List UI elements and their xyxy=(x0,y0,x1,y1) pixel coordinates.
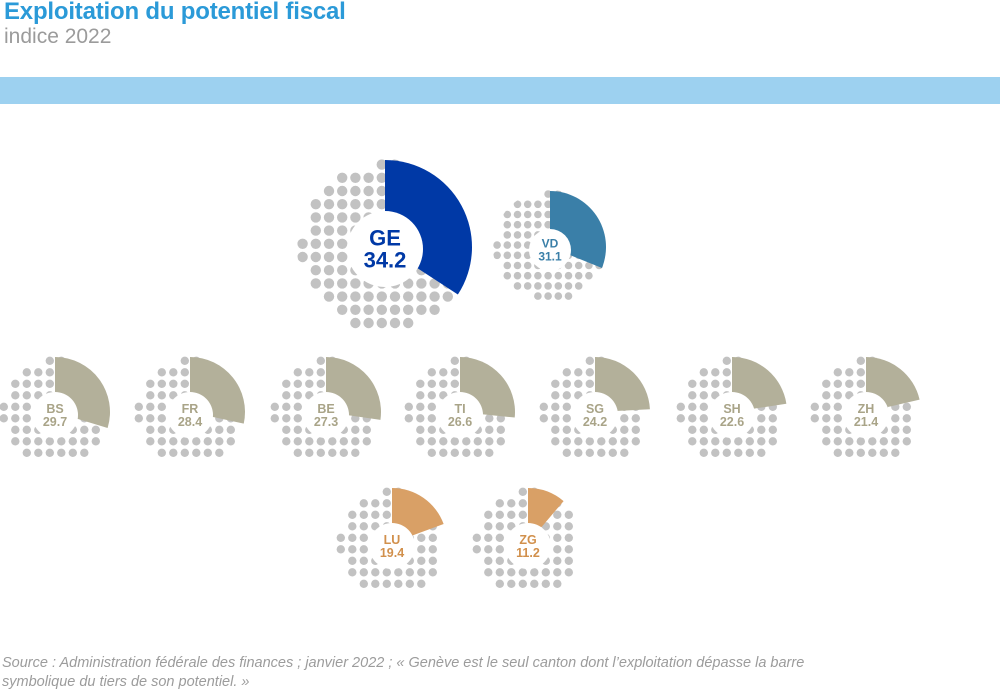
pie-center-disc xyxy=(369,523,415,569)
pie-center-disc xyxy=(167,392,213,438)
pie-label-canton: LU xyxy=(384,533,401,547)
pie-label-canton: ZH xyxy=(858,402,875,416)
pie-label-value: 28.4 xyxy=(178,415,202,429)
source-line-2: symbolique du tiers de son potentiel. » xyxy=(2,674,250,690)
pie-center-disc xyxy=(709,392,755,438)
pie-label-value: 19.4 xyxy=(380,546,404,560)
pie-label-value: 22.6 xyxy=(720,415,744,429)
pie-label-value: 27.3 xyxy=(314,415,338,429)
pie-label-canton: FR xyxy=(182,402,199,416)
pie-label-value: 26.6 xyxy=(448,415,472,429)
header-band xyxy=(0,77,1000,104)
pie-label-canton: SG xyxy=(586,402,604,416)
source-note: Source : Administration fédérale des fin… xyxy=(2,654,992,692)
pie-center-disc xyxy=(572,392,618,438)
pie-center-disc xyxy=(505,523,551,569)
pie-label-canton: VD xyxy=(542,237,559,251)
pie-label-canton: BS xyxy=(46,402,63,416)
chart-title: Exploitation du potentiel fiscal xyxy=(4,0,346,25)
pie-center-disc xyxy=(437,392,483,438)
source-line-1: Source : Administration fédérale des fin… xyxy=(2,655,805,671)
pie-label-value: 24.2 xyxy=(583,415,607,429)
pie-label-value: 29.7 xyxy=(43,415,67,429)
chart-subtitle: indice 2022 xyxy=(4,25,112,48)
pie-label-value: 21.4 xyxy=(854,415,878,429)
pie-label-value: 11.2 xyxy=(516,546,540,560)
pie-label-canton: SH xyxy=(723,402,740,416)
pie-center-disc xyxy=(32,392,78,438)
pie-label-canton: GE xyxy=(369,226,401,251)
pie-label-canton: BE xyxy=(317,402,334,416)
pie-label-canton: ZG xyxy=(519,533,536,547)
pie-center-disc xyxy=(347,211,423,287)
pie-label-value: 34.2 xyxy=(364,248,407,273)
pie-label-canton: TI xyxy=(454,402,465,416)
pie-center-disc xyxy=(303,392,349,438)
pie-label-value: 31.1 xyxy=(538,250,562,264)
pie-center-disc xyxy=(843,392,889,438)
pie-center-disc xyxy=(529,229,571,271)
